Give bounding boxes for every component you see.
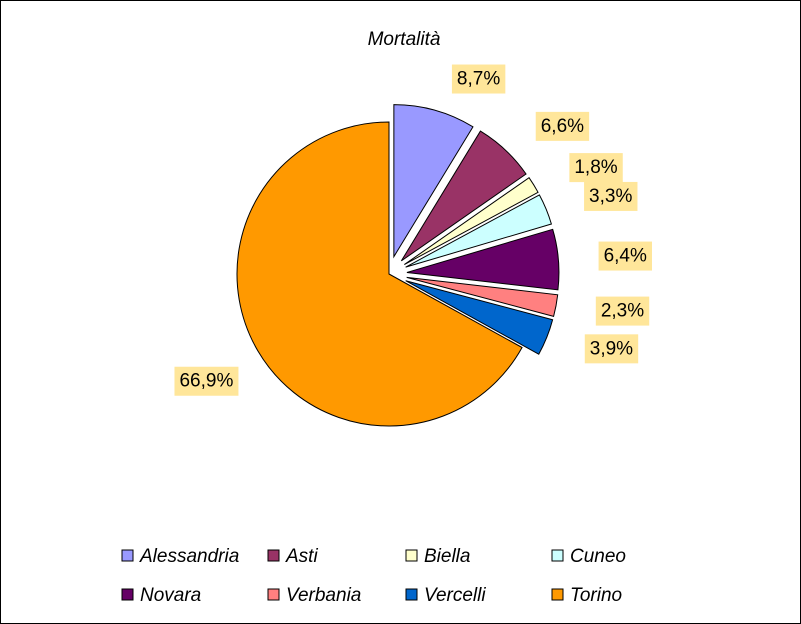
data-label-bg: [451, 64, 506, 94]
data-label: 8,7%: [451, 64, 506, 94]
data-label-text: 3,3%: [589, 186, 632, 207]
legend-label: Verbania: [286, 585, 361, 606]
legend-label: Alessandria: [139, 546, 239, 567]
pie-slice: [405, 194, 553, 268]
data-label-text: 8,7%: [457, 69, 500, 90]
data-label-bg: [535, 111, 590, 141]
data-label-bg: [584, 334, 639, 364]
data-label-bg: [598, 241, 653, 271]
data-label-bg: [584, 181, 638, 211]
data-label-text: 2,3%: [601, 301, 644, 322]
chart-title: Mortalità: [368, 29, 441, 50]
data-label: 3,9%: [584, 334, 639, 364]
legend-swatch: [121, 588, 134, 601]
data-label: 2,3%: [595, 296, 650, 326]
legend-swatch: [405, 588, 418, 601]
legend-swatch: [405, 549, 418, 562]
legend-label: Cuneo: [570, 546, 626, 567]
legend-label: Asti: [285, 546, 318, 567]
data-label-bg: [174, 366, 239, 396]
data-label: 3,3%: [584, 181, 638, 211]
legend-swatch: [267, 549, 280, 562]
legend-swatch: [551, 588, 564, 601]
legend-swatch: [267, 588, 280, 601]
pie-slice: [404, 176, 539, 266]
data-label-text: 6,6%: [541, 116, 584, 137]
pie-slice: [405, 280, 554, 355]
data-label-bg: [595, 296, 650, 326]
pie-slice: [236, 121, 523, 427]
legend-swatch: [551, 549, 564, 562]
data-label: 1,8%: [569, 153, 623, 183]
legend-label: Vercelli: [424, 585, 486, 606]
data-label: 6,6%: [535, 111, 590, 141]
data-label-text: 3,9%: [590, 338, 633, 359]
data-label-text: 1,8%: [574, 157, 617, 178]
pie-slice: [406, 228, 560, 291]
legend-swatch: [121, 549, 134, 562]
pie-slice: [400, 130, 527, 262]
data-label-bg: [569, 153, 623, 183]
legend-label: Novara: [140, 585, 201, 606]
pie-slice: [393, 104, 474, 259]
data-label-text: 66,9%: [179, 371, 233, 392]
data-label-text: 6,4%: [604, 246, 647, 267]
legend-label: Biella: [424, 546, 470, 567]
pie-slice: [406, 276, 559, 317]
legend-label: Torino: [570, 585, 622, 606]
data-label: 66,9%: [174, 366, 239, 396]
data-label: 6,4%: [598, 241, 653, 271]
